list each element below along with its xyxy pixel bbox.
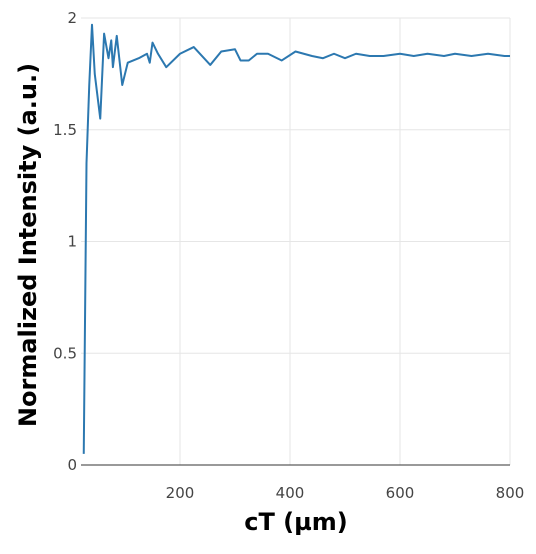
y-tick-label: 1 xyxy=(67,233,77,251)
x-tick-label: 200 xyxy=(166,484,195,502)
y-axis-label: Normalized Intensity (a.u.) xyxy=(14,63,42,427)
y-tick-label: 0.5 xyxy=(53,344,77,362)
line-series xyxy=(82,23,510,454)
y-tick-label: 0 xyxy=(67,456,77,474)
y-tick-label: 1.5 xyxy=(53,121,77,139)
x-tick-label: 600 xyxy=(386,484,415,502)
x-tick-label: 400 xyxy=(276,484,305,502)
x-axis-label: cT (µm) xyxy=(244,508,348,536)
y-tick-label: 2 xyxy=(67,9,77,27)
x-tick-label: 800 xyxy=(496,484,525,502)
